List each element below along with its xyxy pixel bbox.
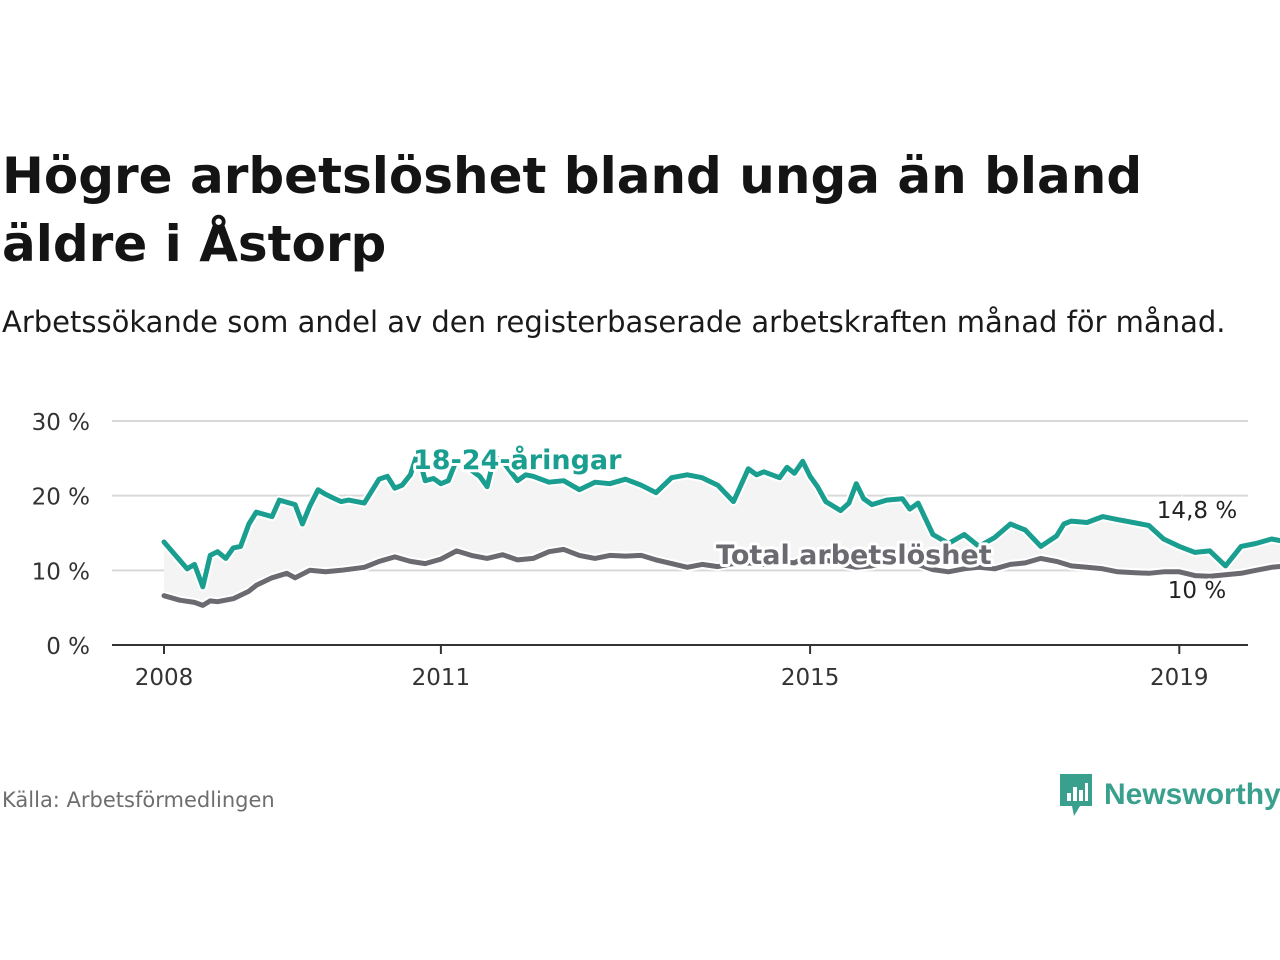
- series-labels: 18-24-åringar Total arbetslöshet 14,8 % 10 …: [410, 441, 1240, 607]
- y-tick-label: 10 %: [32, 559, 90, 585]
- youth-series-label: 18-24-åringar: [413, 444, 622, 476]
- youth-end-label: 14,8 %: [1157, 498, 1237, 524]
- series-lines: [159, 447, 1280, 610]
- brand-name: Newsworthy: [1104, 778, 1280, 811]
- x-tick-label: 2015: [781, 665, 840, 691]
- newsworthy-logo-icon: [1060, 774, 1092, 816]
- brand-logo[interactable]: Newsworthy: [1058, 770, 1280, 820]
- total-series-label: Total arbetslöshet: [716, 540, 992, 571]
- axes: 0 %10 %20 %30 %20082011201520192022: [32, 410, 1248, 691]
- total-line: [161, 546, 1280, 608]
- chart-title: Högre arbetslöshet bland unga än bland ä…: [2, 147, 1143, 273]
- chart-subtitle: Arbetssökande som andel av den registerb…: [2, 305, 1226, 339]
- x-tick-label: 2011: [412, 665, 471, 691]
- difference-band: [164, 452, 1280, 606]
- y-tick-label: 20 %: [32, 485, 90, 511]
- total-end-label: 10 %: [1168, 578, 1226, 604]
- y-tick-label: 30 %: [32, 410, 90, 436]
- source-note: Källa: Arbetsförmedlingen: [2, 788, 275, 812]
- y-tick-label: 0 %: [46, 634, 90, 660]
- gap-area: [164, 452, 1280, 606]
- youth-line: [161, 449, 1280, 590]
- x-tick-label: 2019: [1150, 665, 1209, 691]
- x-tick-label: 2008: [135, 665, 194, 691]
